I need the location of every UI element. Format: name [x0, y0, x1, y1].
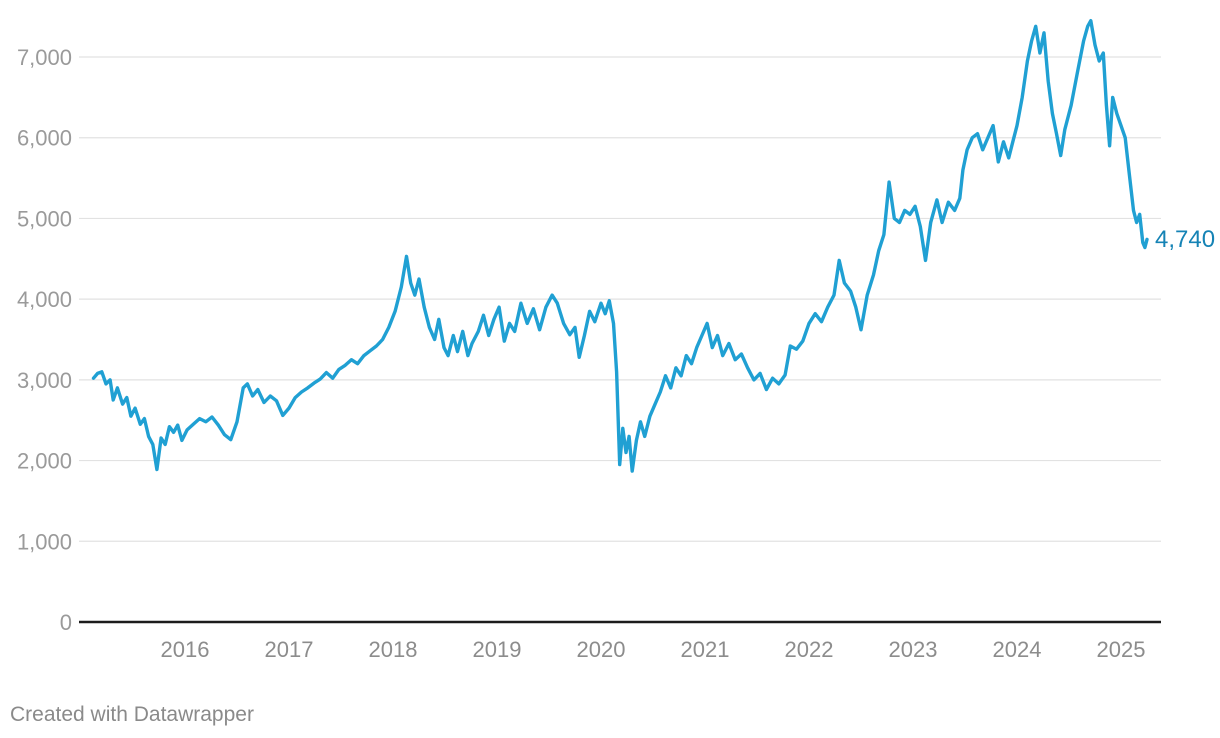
y-tick-label: 2,000 [17, 449, 72, 474]
y-tick-label: 1,000 [17, 529, 72, 554]
x-tick-label: 2023 [889, 637, 938, 662]
y-tick-label: 0 [60, 610, 72, 635]
x-tick-label: 2021 [681, 637, 730, 662]
x-tick-label: 2019 [473, 637, 522, 662]
datawrapper-credit-link[interactable]: Created with Datawrapper [10, 703, 254, 726]
end-value-label: 4,740 [1155, 226, 1216, 254]
x-tick-label: 2020 [577, 637, 626, 662]
x-tick-label: 2025 [1097, 637, 1146, 662]
data-line [91, 19, 1149, 473]
y-tick-label: 3,000 [17, 368, 72, 393]
y-tick-label: 5,000 [17, 206, 72, 231]
y-tick-label: 6,000 [17, 126, 72, 151]
x-tick-label: 2016 [161, 637, 210, 662]
x-tick-label: 2017 [265, 637, 314, 662]
x-tick-label: 2024 [993, 637, 1042, 662]
x-tick-label: 2018 [369, 637, 418, 662]
x-tick-label: 2022 [785, 637, 834, 662]
y-tick-label: 4,000 [17, 287, 72, 312]
y-tick-label: 7,000 [17, 45, 72, 70]
